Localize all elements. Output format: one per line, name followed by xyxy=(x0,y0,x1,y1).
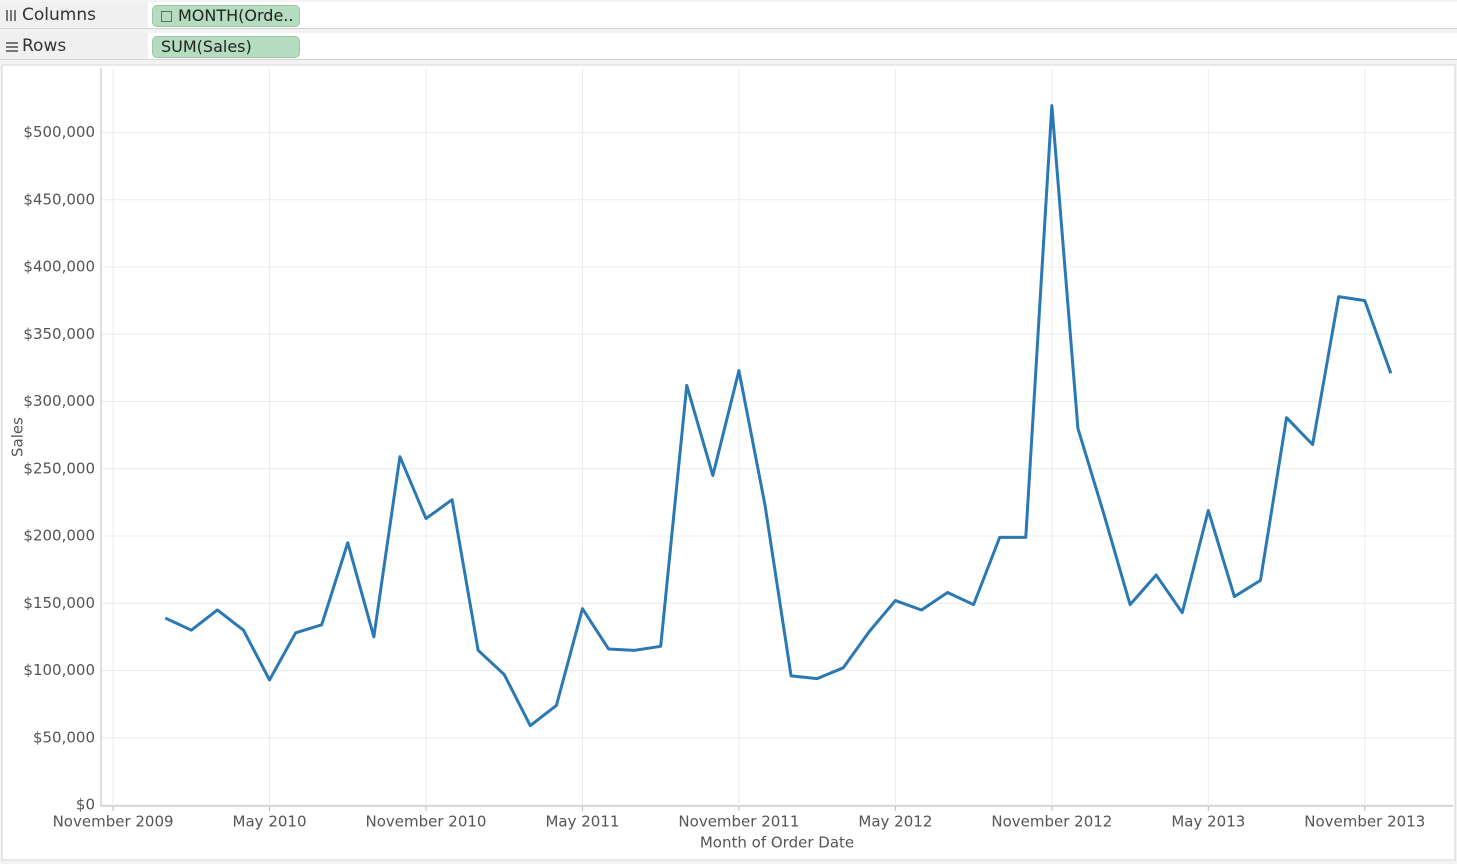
y-tick-label: $450,000 xyxy=(23,190,95,208)
x-tick-label: November 2010 xyxy=(366,813,487,831)
shelf-label: Columns xyxy=(22,5,96,25)
y-tick-label: $150,000 xyxy=(23,594,95,612)
shelf-icon xyxy=(6,41,18,52)
y-tick-label: $500,000 xyxy=(23,123,95,141)
pill-text: SUM(Sales) xyxy=(161,37,252,56)
x-axis-title: Month of Order Date xyxy=(700,834,854,852)
pill[interactable]: MONTH(Orde.. xyxy=(152,5,300,27)
pill-text: MONTH(Orde.. xyxy=(178,6,294,25)
chart-panel xyxy=(1,64,1456,861)
y-tick-label: $50,000 xyxy=(33,728,95,746)
sales-line xyxy=(164,104,1393,728)
columns-shelf: Columns MONTH(Orde.. xyxy=(0,2,1457,29)
y-tick-label: $0 xyxy=(76,796,95,814)
y-tick-label: $100,000 xyxy=(23,661,95,679)
shelf-label: Rows xyxy=(22,36,67,56)
x-tick-label: November 2013 xyxy=(1304,813,1425,831)
x-tick-label: November 2011 xyxy=(678,813,799,831)
y-tick-label: $350,000 xyxy=(23,325,95,343)
x-tick-label: May 2010 xyxy=(233,813,307,831)
pill[interactable]: SUM(Sales) xyxy=(152,36,300,58)
rows-shelf: Rows SUM(Sales) xyxy=(0,33,1457,60)
shelf-header xyxy=(0,2,148,28)
shelf-header xyxy=(0,33,148,59)
y-axis-title: Sales xyxy=(9,417,27,457)
x-tick-label: May 2013 xyxy=(1171,813,1245,831)
shelf-icon xyxy=(6,10,18,21)
y-tick-label: $250,000 xyxy=(23,459,95,477)
x-tick-label: May 2011 xyxy=(545,813,619,831)
y-tick-label: $300,000 xyxy=(23,392,95,410)
y-tick-label: $200,000 xyxy=(23,527,95,545)
x-tick-label: November 2009 xyxy=(53,813,174,831)
x-tick-label: May 2012 xyxy=(858,813,932,831)
y-tick-label: $400,000 xyxy=(23,258,95,276)
x-tick-label: November 2012 xyxy=(991,813,1112,831)
